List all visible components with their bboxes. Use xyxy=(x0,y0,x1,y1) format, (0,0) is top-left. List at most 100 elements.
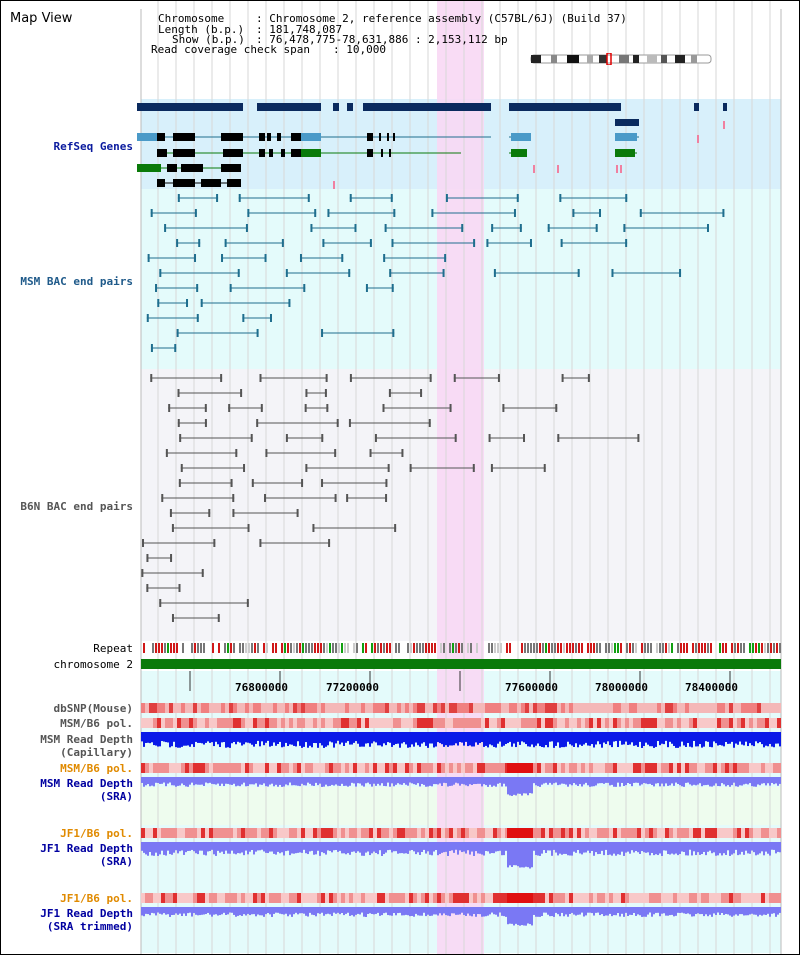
depth-bar xyxy=(185,907,187,916)
depth-bar xyxy=(755,907,757,915)
depth-bar xyxy=(563,732,565,748)
heat-cell xyxy=(389,718,393,728)
track-label-msm-depth-capillary[interactable]: MSM Read Depth xyxy=(40,733,133,746)
depth-bar xyxy=(531,732,533,745)
depth-bar xyxy=(491,777,493,787)
heat-cell xyxy=(685,718,689,728)
depth-bar xyxy=(431,907,433,916)
track-label-repeat[interactable]: Repeat xyxy=(93,642,133,655)
depth-bar xyxy=(527,732,529,747)
depth-bar xyxy=(351,777,353,783)
depth-bar xyxy=(447,732,449,747)
depth-bar xyxy=(469,907,471,916)
bac-end xyxy=(639,209,642,217)
depth-bar xyxy=(431,842,433,856)
depth-bar xyxy=(541,777,543,785)
heat-cell xyxy=(413,763,417,773)
depth-bar xyxy=(553,842,555,850)
depth-bar xyxy=(403,842,405,854)
depth-bar xyxy=(177,907,179,915)
depth-bar xyxy=(319,777,321,784)
track-label-b6n-bac[interactable]: B6N BAC end pairs xyxy=(20,500,133,513)
track-label-jf1-pol-2[interactable]: JF1/B6 pol. xyxy=(60,892,133,905)
chromosome-ideogram[interactable] xyxy=(529,53,715,65)
depth-bar xyxy=(675,842,677,854)
depth-bar xyxy=(513,777,515,795)
heat-cell xyxy=(689,763,693,773)
track-label-msm-pol-1[interactable]: MSM/B6 pol. xyxy=(60,717,133,730)
track-label-msm-pol-2[interactable]: MSM/B6 pol. xyxy=(60,762,133,775)
depth-bar xyxy=(291,732,293,745)
heat-cell xyxy=(317,703,321,713)
track-label-jf1-trimmed[interactable]: JF1 Read Depth xyxy=(40,907,133,920)
depth-bar xyxy=(157,777,159,783)
depth-bar xyxy=(381,777,383,784)
heat-cell xyxy=(553,893,557,903)
depth-bar xyxy=(219,732,221,748)
bac-end xyxy=(256,419,259,427)
heat-cell xyxy=(385,828,389,838)
depth-bar xyxy=(225,907,227,915)
heat-cell xyxy=(633,828,637,838)
track-label-msm-bac[interactable]: MSM BAC end pairs xyxy=(20,275,133,288)
depth-bar xyxy=(269,777,271,785)
track-label-msm-depth-sra[interactable]: MSM Read Depth xyxy=(40,777,133,790)
depth-bar xyxy=(253,732,255,747)
heat-cell xyxy=(309,718,313,728)
bac-end xyxy=(247,209,250,217)
exon xyxy=(167,164,177,172)
depth-bar xyxy=(543,732,545,748)
bac-end xyxy=(348,269,351,277)
depth-bar xyxy=(363,732,365,747)
heat-cell xyxy=(513,718,517,728)
depth-bar xyxy=(365,842,367,853)
repeat-mark xyxy=(752,643,754,653)
depth-bar xyxy=(751,777,753,787)
snp-mark xyxy=(697,135,699,143)
depth-bar xyxy=(633,907,635,913)
repeat-mark xyxy=(374,643,376,653)
track-label-jf1-pol-1[interactable]: JF1/B6 pol. xyxy=(60,827,133,840)
depth-bar xyxy=(767,777,769,784)
bac-end xyxy=(310,224,313,232)
depth-bar xyxy=(637,842,639,853)
depth-bar xyxy=(197,907,199,916)
heat-cell xyxy=(305,718,309,728)
heat-cell xyxy=(501,763,505,773)
depth-bar xyxy=(425,907,427,917)
heat-cell xyxy=(285,718,289,728)
depth-bar xyxy=(503,842,505,856)
depth-bar xyxy=(269,907,271,915)
depth-bar xyxy=(391,842,393,853)
bac-end xyxy=(369,449,372,457)
heat-cell xyxy=(145,893,149,903)
depth-bar xyxy=(303,907,305,914)
heat-cell xyxy=(417,718,421,728)
repeat-mark xyxy=(773,643,775,653)
heat-cell xyxy=(209,828,213,838)
heat-cell xyxy=(457,893,461,903)
depth-bar xyxy=(379,777,381,786)
bac-end xyxy=(304,404,307,412)
depth-bar xyxy=(565,842,567,854)
track-label-refseq[interactable]: RefSeq Genes xyxy=(53,140,133,153)
bac-end xyxy=(232,509,235,517)
heat-cell xyxy=(549,763,553,773)
depth-bar xyxy=(457,907,459,915)
repeat-mark xyxy=(302,643,304,653)
depth-bar xyxy=(723,842,725,854)
heat-cell xyxy=(249,703,253,713)
track-label-jf1-depth[interactable]: JF1 Read Depth xyxy=(40,842,133,855)
track-label-dbsnp[interactable]: dbSNP(Mouse) xyxy=(53,702,133,715)
depth-bar xyxy=(193,842,195,852)
repeat-mark xyxy=(239,643,241,653)
depth-bar xyxy=(157,732,159,747)
heat-cell xyxy=(685,703,689,713)
depth-bar xyxy=(205,842,207,856)
heat-cell xyxy=(481,703,485,713)
heat-cell xyxy=(261,893,265,903)
depth-bar xyxy=(147,842,149,856)
depth-bar xyxy=(143,777,145,787)
depth-bar xyxy=(521,732,523,742)
bac-end xyxy=(519,224,522,232)
